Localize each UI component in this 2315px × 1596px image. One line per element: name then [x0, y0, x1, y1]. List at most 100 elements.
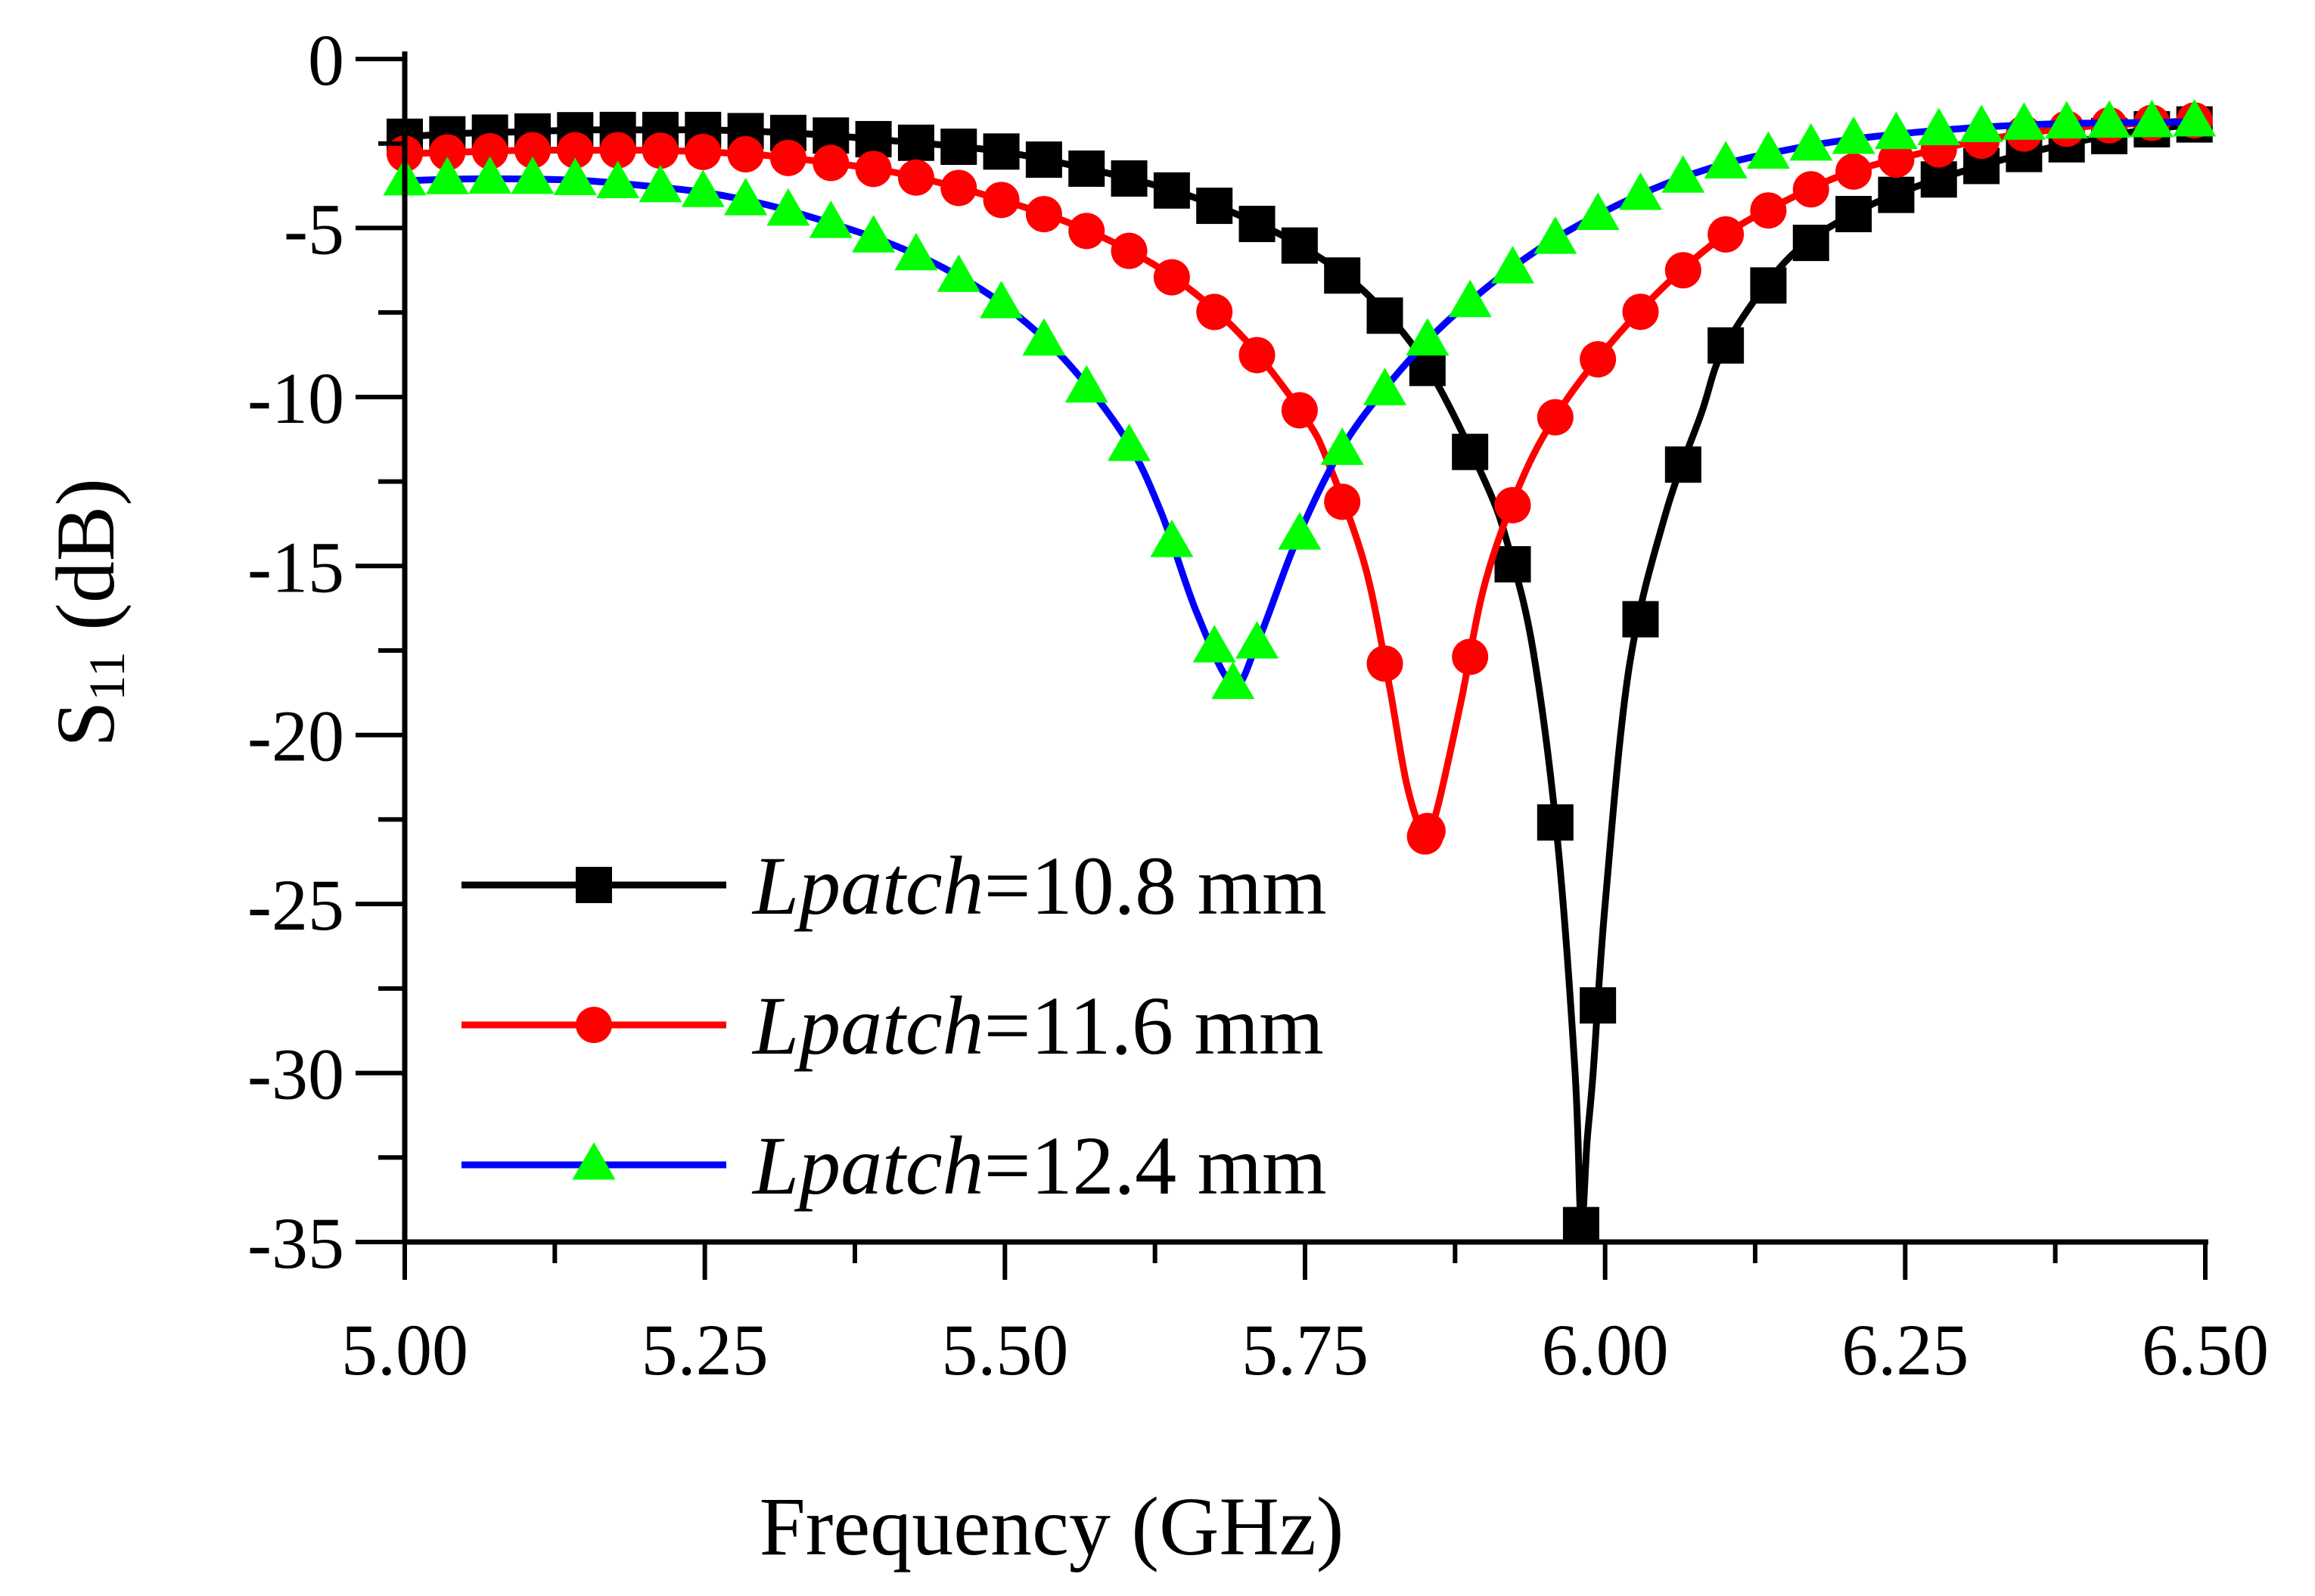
data-point — [1064, 365, 1108, 403]
data-point — [1664, 252, 1701, 289]
data-point — [514, 132, 551, 169]
data-point — [852, 215, 896, 253]
data-point — [1150, 520, 1194, 557]
data-point — [1708, 327, 1745, 364]
axis-tick-labels: 0 -5 -10 -15 -20 -25 -30 -35 5.00 5.25 5.50 5.75 6.0… — [247, 20, 2269, 1390]
data-point — [769, 139, 806, 176]
legend-label-value: =10.8 mm — [984, 840, 1327, 932]
data-point — [1366, 645, 1403, 682]
data-point — [1537, 804, 1574, 841]
data-point — [511, 156, 555, 194]
data-point — [1874, 111, 1918, 150]
data-point — [1832, 116, 1875, 154]
data-point — [1878, 141, 1915, 178]
data-point — [429, 134, 466, 171]
series-line — [404, 120, 2206, 1230]
legend-swatch-marker — [576, 867, 612, 903]
data-point — [1406, 318, 1450, 356]
data-point — [1238, 337, 1276, 374]
data-point — [1111, 232, 1148, 269]
data-point — [983, 182, 1020, 219]
legend-swatch-marker — [572, 1142, 616, 1180]
data-point — [940, 169, 977, 206]
data-point — [1409, 812, 1446, 849]
data-point — [468, 156, 512, 194]
data-point — [980, 281, 1024, 318]
x-tick-label: 6.50 — [2142, 1309, 2269, 1390]
legend-label: Lpatch=10.8 mm — [751, 840, 1327, 932]
data-point — [1068, 213, 1105, 250]
x-tick-label: 6.00 — [1542, 1309, 1669, 1390]
data-point — [1704, 141, 1748, 179]
data-point — [1320, 427, 1364, 465]
y-axis-title: S11 (dB) — [39, 478, 135, 747]
y-axis-title-sub: 11 — [78, 651, 135, 700]
data-point — [1537, 399, 1574, 436]
plot-curves — [383, 98, 2217, 1244]
data-point — [1576, 192, 1620, 230]
data-point — [1750, 267, 1787, 304]
data-point — [1366, 297, 1403, 334]
series-1 — [387, 106, 2213, 1244]
data-point — [1580, 987, 1617, 1024]
data-point — [1452, 433, 1489, 470]
data-point — [1452, 638, 1489, 675]
y-tick-label: -20 — [247, 696, 344, 777]
data-point — [937, 254, 980, 292]
series-3 — [383, 98, 2217, 700]
data-point — [1025, 196, 1062, 233]
data-point — [1494, 546, 1531, 583]
data-point — [1959, 104, 2003, 142]
data-point — [1835, 196, 1872, 233]
data-point — [940, 129, 977, 166]
data-point — [1211, 661, 1255, 700]
data-point — [596, 160, 640, 199]
data-point — [2173, 98, 2217, 137]
legend-item-3: Lpatch=12.4 mm — [461, 1119, 1327, 1212]
legend-item-2: Lpatch=11.6 mm — [461, 980, 1324, 1072]
data-point — [2045, 101, 2089, 139]
axis-ticks — [356, 57, 2208, 1280]
data-point — [813, 144, 850, 182]
data-point — [1278, 512, 1322, 550]
data-point — [2087, 100, 2131, 138]
data-point — [1580, 341, 1617, 378]
y-tick-label: 0 — [308, 20, 344, 101]
data-point — [1448, 279, 1492, 318]
data-point — [557, 132, 594, 169]
legend-item-1: Lpatch=10.8 mm — [461, 840, 1327, 932]
data-point — [685, 133, 722, 170]
data-point — [1622, 293, 1659, 331]
data-point — [1111, 160, 1148, 197]
data-point — [2130, 99, 2174, 138]
legend-label: Lpatch=11.6 mm — [751, 980, 1324, 1072]
x-axis-title: Frequency (GHz) — [760, 1480, 1344, 1573]
data-point — [1878, 176, 1915, 213]
data-point — [639, 164, 682, 203]
x-tick-label: 5.00 — [341, 1309, 468, 1390]
data-point — [724, 178, 768, 216]
data-point — [1664, 446, 1701, 483]
data-point — [809, 200, 853, 238]
data-point — [1533, 216, 1577, 254]
x-tick-label: 6.25 — [1841, 1309, 1969, 1390]
data-point — [1789, 123, 1833, 161]
y-tick-label: -5 — [284, 188, 344, 269]
data-point — [1792, 171, 1829, 208]
legend-label-value: =11.6 mm — [984, 980, 1324, 1072]
data-point — [1363, 368, 1407, 405]
data-point — [471, 132, 508, 169]
y-tick-label: -15 — [247, 526, 344, 607]
data-point — [2002, 102, 2046, 140]
data-point — [1108, 423, 1151, 461]
data-point — [1562, 1206, 1599, 1244]
data-point — [553, 157, 597, 196]
x-tick-label: 5.75 — [1241, 1309, 1369, 1390]
data-point — [1917, 107, 1961, 146]
x-tick-label: 5.25 — [642, 1309, 769, 1390]
data-point — [1792, 225, 1829, 262]
legend-label-italic: Lpatch — [751, 840, 984, 932]
data-point — [727, 135, 764, 172]
data-point — [897, 159, 934, 196]
